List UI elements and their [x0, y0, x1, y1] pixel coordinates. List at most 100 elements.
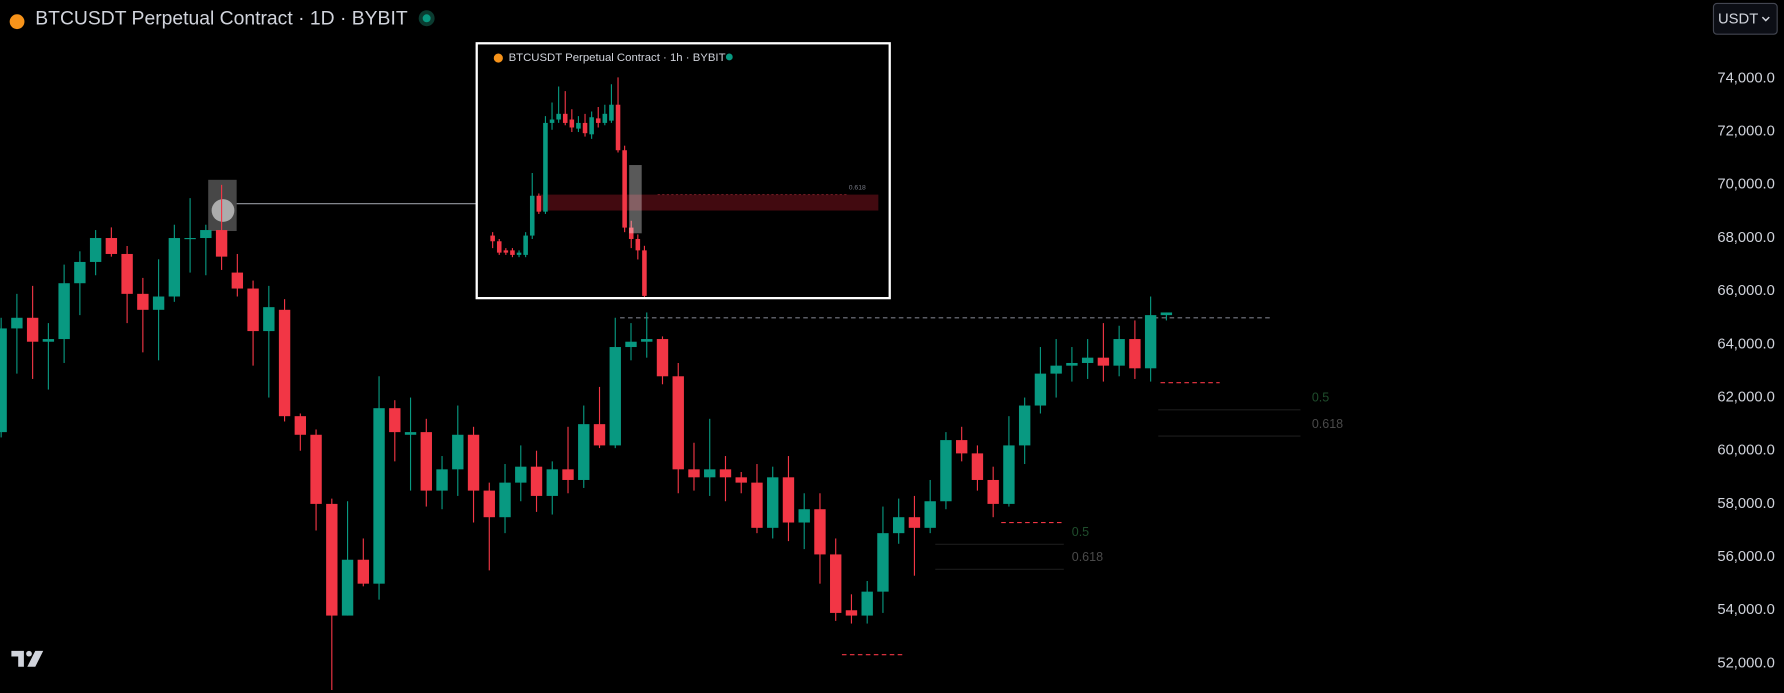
inset-chart: BTCUSDT Perpetual Contract · 1h · BYBIT …	[475, 42, 891, 300]
candle-body	[861, 591, 873, 616]
candle-body	[137, 293, 149, 310]
y-tick-label: 54,000.0	[1717, 602, 1775, 618]
y-tick-label: 58,000.0	[1717, 496, 1775, 512]
candle-body	[908, 517, 921, 528]
candle-body	[1003, 445, 1015, 504]
candle-body	[200, 230, 212, 239]
candle-body	[625, 341, 637, 348]
candle-body	[582, 122, 588, 134]
candle-body	[26, 317, 39, 342]
candle-body	[602, 113, 608, 123]
candle-body	[436, 469, 448, 491]
candle-body	[688, 469, 700, 478]
candle-body	[452, 434, 464, 470]
candle-body	[516, 252, 522, 255]
candle-body	[11, 317, 23, 329]
y-tick-label: 74,000.0	[1717, 70, 1775, 86]
candle-body	[1129, 339, 1141, 369]
candle-body	[496, 241, 502, 253]
candle-body	[893, 517, 905, 534]
candle-body	[940, 440, 952, 502]
candle-body	[483, 490, 495, 518]
candle-body	[105, 238, 118, 254]
candle-body	[294, 416, 307, 435]
candle-body	[615, 104, 621, 151]
bitcoin-icon	[493, 53, 503, 63]
candle-body	[184, 238, 196, 240]
candle-body	[782, 477, 795, 523]
candle-body	[609, 104, 614, 121]
bitcoin-icon	[9, 14, 25, 30]
main-plot: 52,000.0 54,000.0 56,000.0 58,000.0 60,000.0…	[0, 70, 1775, 691]
y-tick-label: 60,000.0	[1717, 443, 1775, 459]
y-tick-label: 52,000.0	[1717, 655, 1775, 671]
button-frame[interactable]	[1712, 2, 1778, 35]
candle-body	[589, 117, 594, 135]
candle-body	[845, 610, 858, 616]
candle-body	[546, 469, 558, 496]
candle-body	[656, 339, 669, 377]
candle-body	[578, 424, 590, 480]
candle-body	[467, 434, 480, 491]
candle-body	[152, 296, 165, 310]
fib-label: 0.618	[1072, 550, 1103, 564]
candle-body	[987, 479, 999, 504]
y-tick-label: 64,000.0	[1717, 336, 1775, 352]
candle-body	[549, 119, 555, 123]
candle-body	[609, 347, 621, 446]
candle-body	[924, 501, 936, 528]
candle-body	[830, 554, 842, 613]
candle-body	[404, 432, 417, 435]
candle-body	[1018, 405, 1031, 446]
logo	[11, 650, 44, 667]
candle-body	[628, 227, 634, 239]
fib-label: 0.618	[1312, 417, 1343, 431]
y-tick-label: 72,000.0	[1717, 124, 1775, 140]
candle-body	[168, 238, 181, 297]
y-tick-label: 62,000.0	[1717, 389, 1775, 405]
candle-body	[490, 235, 495, 242]
logo-part	[26, 650, 32, 657]
chevron[interactable]	[1761, 16, 1770, 22]
y-tick-label: 70,000.0	[1717, 177, 1775, 193]
candle-body	[595, 118, 601, 123]
candle-body	[704, 469, 716, 478]
status-dot	[422, 14, 431, 23]
currency-button[interactable]: USDT	[1712, 2, 1778, 35]
zone-label: 0.618	[849, 185, 866, 192]
candle-body	[529, 195, 535, 236]
candle-body	[357, 559, 369, 584]
inset-plot: 0.618	[490, 77, 879, 298]
candle-body	[1144, 315, 1157, 369]
candle-body	[798, 509, 810, 523]
candle-body	[1081, 357, 1094, 363]
button-label[interactable]: USDT	[1718, 11, 1758, 27]
candle-body	[42, 339, 55, 342]
fib-label: 0.5	[1312, 391, 1329, 405]
candle-body	[1160, 312, 1173, 316]
candle-body	[231, 272, 244, 289]
highlight-band	[629, 165, 642, 234]
status-dot	[725, 53, 733, 61]
candle-body	[247, 288, 259, 332]
candle-body	[389, 408, 401, 433]
candle-body	[576, 122, 581, 129]
candle-body	[510, 250, 515, 255]
candle-body	[569, 119, 575, 128]
candle-body	[622, 150, 627, 228]
candle-body	[74, 261, 86, 284]
candle-body	[373, 408, 385, 584]
highlight-dot	[211, 199, 235, 222]
y-tick-label: 68,000.0	[1717, 230, 1775, 246]
zone	[540, 194, 879, 211]
candle-body	[0, 328, 7, 433]
inset-title: BTCUSDT Perpetual Contract · 1h · BYBIT	[509, 52, 726, 64]
logo-part	[27, 650, 44, 667]
chart-title: BTCUSDT Perpetual Contract · 1D · BYBIT	[35, 8, 408, 30]
candle-body	[672, 376, 684, 470]
candle-body	[955, 440, 968, 454]
candle-body	[536, 195, 542, 212]
candle-body	[121, 253, 133, 294]
